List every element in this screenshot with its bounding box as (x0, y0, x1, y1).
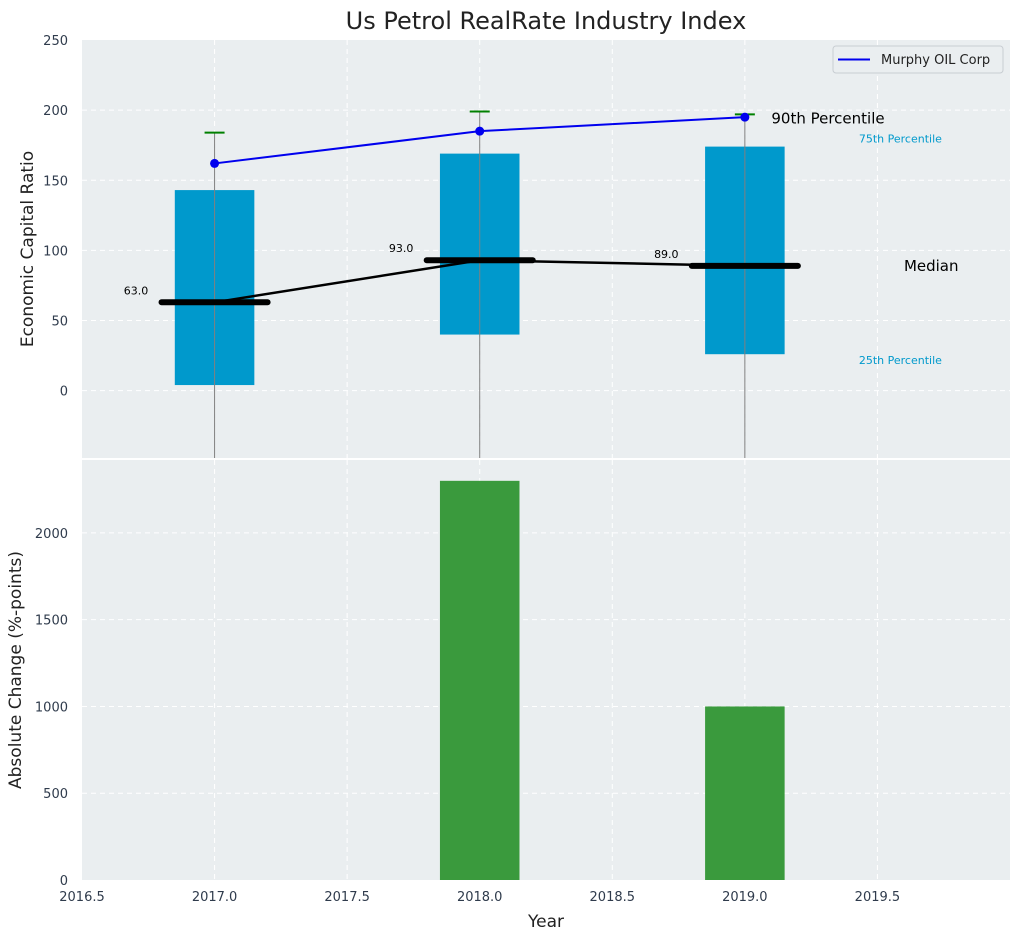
legend-box (832, 45, 1004, 74)
change-bar (439, 480, 520, 880)
bottom-y-tick-labels: 0 500 1000 1500 2000 (35, 527, 68, 889)
top-y-tick-label: 150 (43, 174, 68, 189)
legend: Murphy OIL Corp (832, 45, 1004, 74)
median-annotation: Median (904, 257, 959, 275)
bottom-plot (439, 480, 785, 880)
top-y-axis-label: Economic Capital Ratio (18, 151, 38, 347)
x-tick-label: 2017.0 (192, 890, 238, 905)
series-point (475, 126, 485, 136)
change-bar (705, 706, 785, 880)
top-y-tick-label: 50 (51, 315, 68, 330)
p75-annotation: 75th Percentile (859, 133, 942, 146)
bottom-grid (82, 460, 1010, 880)
series-point (740, 112, 750, 122)
x-tick-label: 2016.5 (59, 890, 105, 905)
p90-annotation: 90th Percentile (771, 109, 884, 127)
x-tick-label: 2017.5 (324, 890, 370, 905)
bottom-y-axis-label: Absolute Change (%-points) (6, 551, 26, 789)
bottom-y-tick-label: 2000 (35, 527, 68, 542)
top-y-tick-label: 250 (43, 34, 68, 49)
bottom-y-tick-label: 1500 (35, 614, 68, 629)
bottom-y-tick-label: 1000 (35, 700, 68, 715)
top-plot: 63.0 93.0 89.0 90th Percentile 75th Percenti… (124, 109, 959, 458)
legend-label: Murphy OIL Corp (881, 53, 990, 68)
top-y-tick-label: 200 (43, 104, 68, 119)
bottom-x-tick-labels: 2016.5 2017.0 2017.5 2018.0 2018.5 2019.0 2019… (59, 890, 900, 905)
x-tick-label: 2018.5 (590, 890, 636, 905)
bottom-plot-background (82, 460, 1010, 880)
chart-title: Us Petrol RealRate Industry Index (346, 7, 747, 35)
median-value-label: 93.0 (389, 242, 414, 255)
series-point (210, 158, 220, 168)
x-axis-label: Year (527, 912, 564, 932)
x-tick-label: 2019.0 (722, 890, 768, 905)
top-y-tick-label: 100 (43, 244, 68, 259)
median-value-label: 63.0 (124, 284, 149, 297)
top-y-tick-labels: 0 50 100 150 200 250 (43, 34, 68, 400)
p25-annotation: 25th Percentile (859, 354, 942, 367)
top-y-tick-label: 0 (60, 385, 68, 400)
bottom-y-tick-label: 500 (43, 787, 68, 802)
bottom-y-tick-label: 0 (60, 874, 68, 889)
median-value-label: 89.0 (654, 248, 679, 261)
x-tick-label: 2018.0 (457, 890, 503, 905)
x-tick-label: 2019.5 (855, 890, 901, 905)
